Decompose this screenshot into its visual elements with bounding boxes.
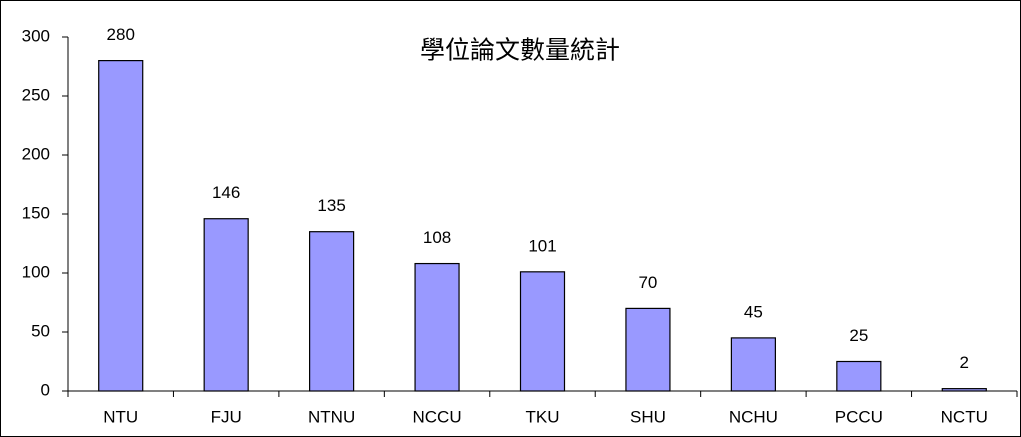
bar [203,218,249,392]
y-tick-label: 300 [22,26,50,45]
data-label: 108 [423,228,451,247]
bar [625,307,671,392]
x-tick-label: TKU [526,407,560,426]
data-label: 2 [960,353,969,372]
data-label: 25 [849,326,868,345]
data-label: 45 [744,302,763,321]
y-tick-label: 200 [22,144,50,163]
bar [836,360,882,392]
data-label: 101 [528,236,556,255]
x-tick-label: NTU [103,407,138,426]
bar [98,59,144,392]
bar [414,262,460,392]
x-tick-label: FJU [211,407,242,426]
data-label: 280 [107,25,135,44]
y-tick-label: 50 [31,321,50,340]
x-tick-label: NCHU [729,407,778,426]
x-tick-label: PCCU [835,407,883,426]
x-tick-label: NTNU [308,407,355,426]
data-label: 70 [638,273,657,292]
y-tick-label: 250 [22,85,50,104]
bar [519,271,566,392]
y-tick-label: 100 [22,262,50,281]
x-tick-label: NCCU [413,407,462,426]
data-label: 135 [317,196,345,215]
y-tick-label: 150 [22,203,50,222]
bar [309,231,355,392]
y-tick-label: 0 [41,380,50,399]
chart-title: 學位論文數量統計 [420,37,620,65]
data-label: 146 [212,183,240,202]
x-tick-label: NCTU [941,407,988,426]
bar [730,337,776,392]
x-tick-label: SHU [630,407,666,426]
bar [941,388,987,392]
